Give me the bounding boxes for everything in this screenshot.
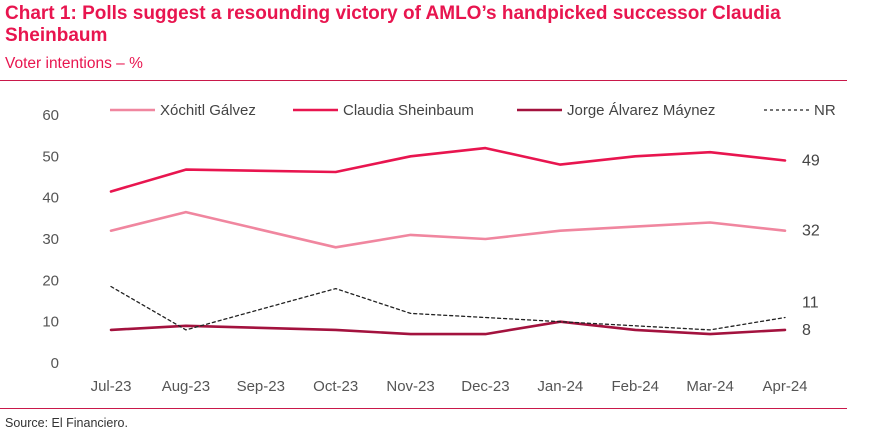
series-line-1 [109, 146, 787, 193]
end-label-1: 49 [802, 152, 820, 169]
y-tick-label: 40 [42, 190, 59, 207]
x-tick-label: Oct-23 [313, 378, 358, 395]
legend-label-0: Xóchitl Gálvez [160, 102, 256, 119]
y-axis-ticks: 0 10 20 30 40 50 60 [42, 107, 59, 372]
end-label-3: 11 [802, 295, 819, 312]
legend-label-3: NR [814, 102, 836, 119]
y-tick-label: 20 [42, 272, 59, 289]
x-tick-label: Mar-24 [686, 378, 734, 395]
series-line-3 [110, 285, 786, 331]
y-tick-label: 60 [42, 107, 59, 124]
series-lines [109, 146, 787, 336]
x-tick-label: Apr-24 [762, 378, 807, 395]
x-tick-label: Jan-24 [537, 378, 583, 395]
end-label-0: 32 [802, 223, 820, 240]
x-axis-ticks: Jul-23 Aug-23 Sep-23 Oct-23 Nov-23 Dec-23 Jan-… [91, 378, 808, 395]
top-divider [0, 80, 847, 81]
x-tick-label: Nov-23 [386, 378, 434, 395]
legend-label-1: Claudia Sheinbaum [343, 102, 474, 119]
source-note: Source: El Financiero. [5, 416, 128, 430]
x-tick-label: Sep-23 [237, 378, 285, 395]
end-label-2: 8 [802, 322, 811, 339]
end-labels: 32 49 8 11 [802, 152, 820, 338]
chart-title: Chart 1: Polls suggest a resounding vict… [5, 3, 781, 46]
x-tick-label: Aug-23 [162, 378, 210, 395]
legend-label-2: Jorge Álvarez Máynez [567, 102, 715, 119]
legend: Xóchitl Gálvez Claudia Sheinbaum Jorge Álv… [110, 102, 836, 119]
x-tick-label: Feb-24 [611, 378, 659, 395]
y-tick-label: 30 [42, 231, 59, 248]
x-tick-label: Dec-23 [461, 378, 509, 395]
y-tick-label: 0 [51, 355, 59, 372]
series-line-2 [109, 320, 787, 336]
bottom-divider [0, 408, 847, 409]
x-tick-label: Jul-23 [91, 378, 132, 395]
y-tick-label: 50 [42, 148, 59, 165]
chart-subtitle: Voter intentions – % [5, 55, 143, 72]
series-line-0 [109, 210, 787, 249]
y-tick-label: 10 [42, 314, 59, 331]
